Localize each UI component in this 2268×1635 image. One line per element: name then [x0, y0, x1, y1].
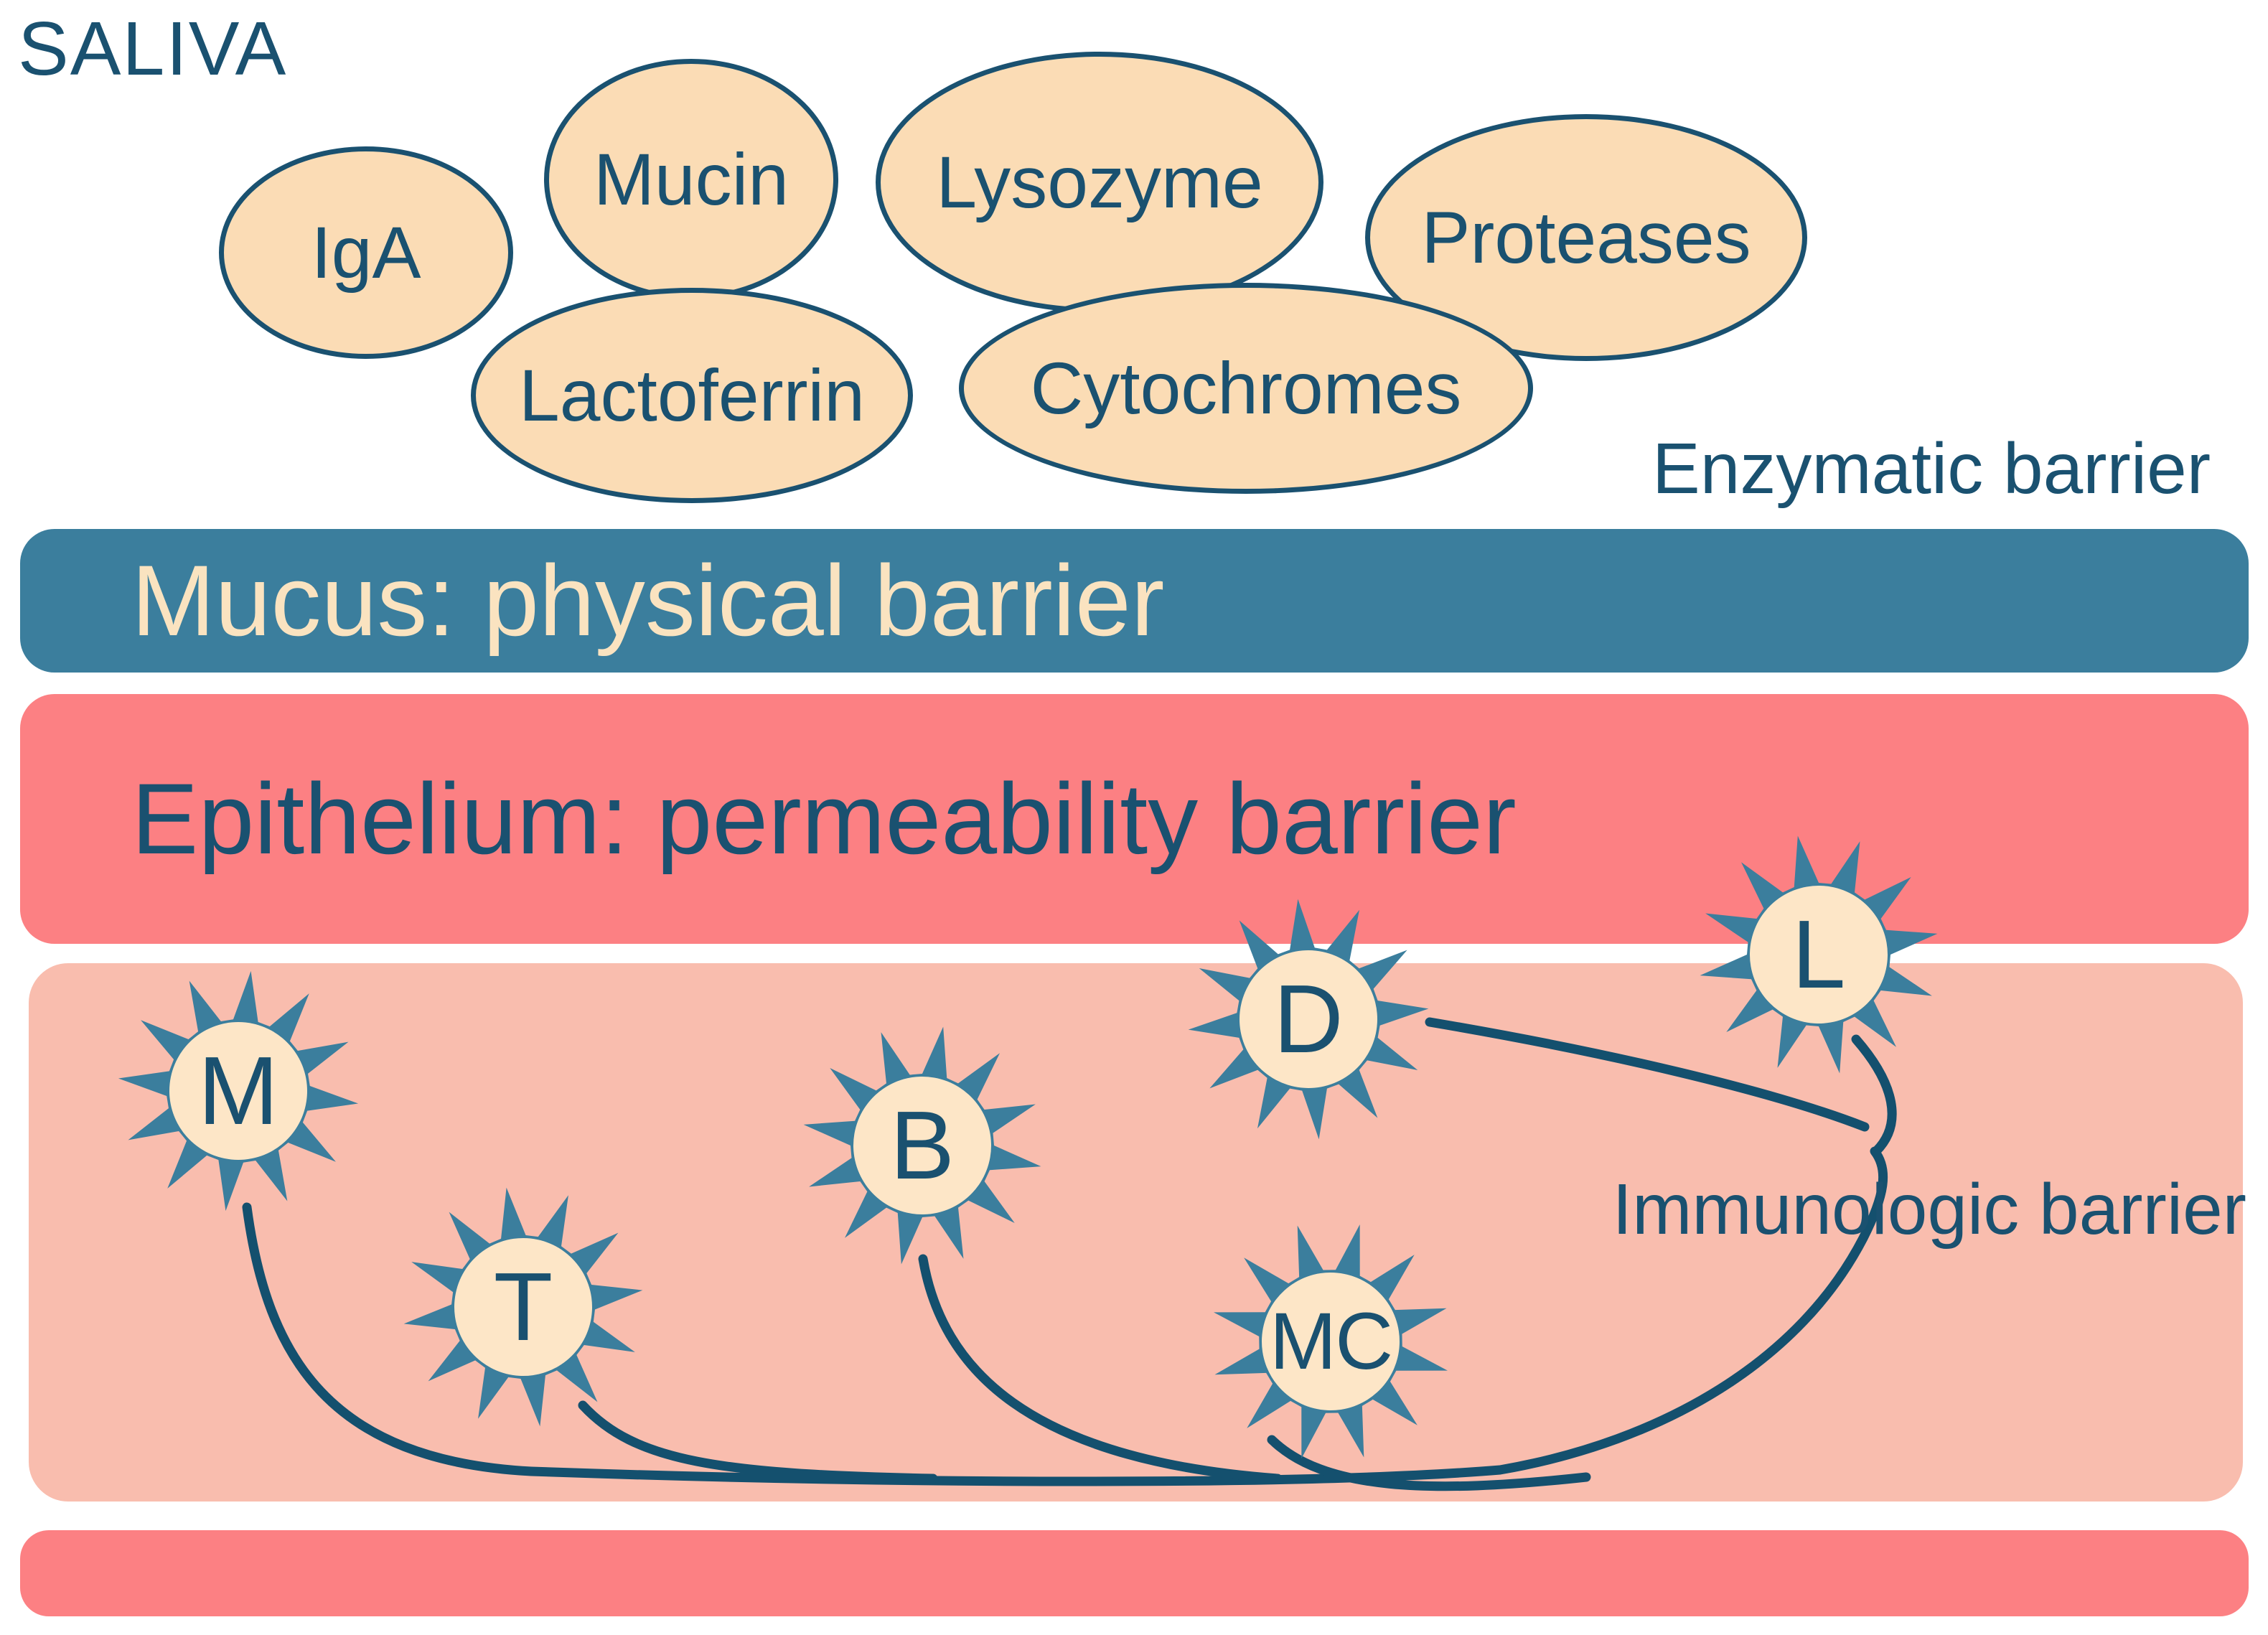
cell-label-t: T: [493, 1252, 553, 1361]
line-d-to-l: [1425, 1017, 1870, 1132]
molecule-lysozyme: Lysozyme: [876, 52, 1323, 313]
mucus-barrier-bar: Mucus: physical barrier: [20, 529, 2249, 673]
immune-cell-b: B: [793, 1016, 1051, 1275]
line-t-to-bundle: [578, 1400, 938, 1484]
cell-label-b: B: [889, 1091, 955, 1199]
enzymatic-barrier-label: Enzymatic barrier: [1652, 428, 2211, 509]
mucus-barrier-label: Mucus: physical barrier: [131, 544, 1165, 657]
molecule-lactoferrin: Lactoferrin: [471, 288, 913, 503]
immunologic-barrier-label: Immunologic barrier: [1612, 1169, 2246, 1250]
immune-cell-l: L: [1690, 825, 1948, 1084]
molecule-cytochromes: Cytochromes: [959, 283, 1533, 494]
immune-cell-d: D: [1179, 890, 1438, 1148]
molecule-proteases: Proteases: [1365, 114, 1807, 361]
molecule-mucin: Mucin: [544, 59, 838, 300]
cell-label-l: L: [1791, 900, 1846, 1008]
line-b-to-bundle: [918, 1254, 1283, 1484]
cell-label-m: M: [197, 1036, 279, 1145]
molecule-iga: IgA: [219, 146, 513, 359]
saliva-title: SALIVA: [18, 6, 288, 91]
line-mc-to-bundle: [1267, 1435, 1591, 1491]
immunologic-barrier-panel: [29, 963, 2243, 1502]
cell-label-d: D: [1273, 965, 1344, 1073]
line-l-hook: [1851, 1034, 1897, 1156]
immune-cell-mc: MC: [1201, 1212, 1460, 1471]
epithelium-barrier-bar: Epithelium: permeability barrier: [20, 694, 2249, 944]
immune-cell-t: T: [394, 1178, 652, 1436]
bottom-tissue-bar: [20, 1530, 2249, 1616]
cell-label-mc: MC: [1269, 1296, 1393, 1386]
immune-cell-m: M: [109, 962, 367, 1220]
epithelium-barrier-label: Epithelium: permeability barrier: [131, 762, 1517, 875]
